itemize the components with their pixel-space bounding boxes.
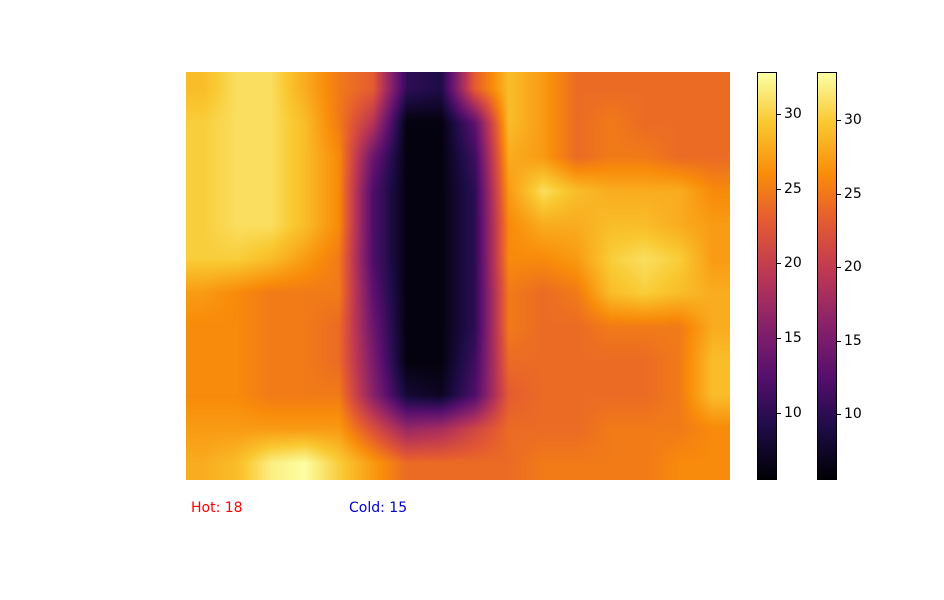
colorbar-tick	[837, 194, 841, 195]
colorbar-2	[817, 72, 837, 480]
colorbar-tick-label: 20	[844, 259, 862, 275]
colorbar-tick	[837, 120, 841, 121]
colorbar-tick-label: 10	[784, 405, 802, 421]
colorbar-tick-label: 10	[844, 406, 862, 422]
colorbar-tick-label: 15	[844, 333, 862, 349]
colorbar-tick	[777, 338, 781, 339]
colorbar-tick	[777, 114, 781, 115]
colorbar-tick-label: 30	[844, 112, 862, 128]
colorbar-tick	[837, 414, 841, 415]
colorbar-tick	[777, 263, 781, 264]
cold-annotation: Cold: 15	[349, 500, 408, 516]
colorbar-tick	[837, 267, 841, 268]
colorbar-1	[757, 72, 777, 480]
colorbar-tick-label: 20	[784, 255, 802, 271]
colorbar-tick	[777, 189, 781, 190]
hot-annotation: Hot: 18	[191, 500, 243, 516]
colorbar-tick-label: 15	[784, 330, 802, 346]
heatmap-image	[186, 72, 730, 480]
colorbar-tick	[837, 341, 841, 342]
colorbar-tick	[777, 413, 781, 414]
colorbar-tick-label: 25	[844, 186, 862, 202]
colorbar-tick-label: 25	[784, 181, 802, 197]
colorbar-tick-label: 30	[784, 106, 802, 122]
